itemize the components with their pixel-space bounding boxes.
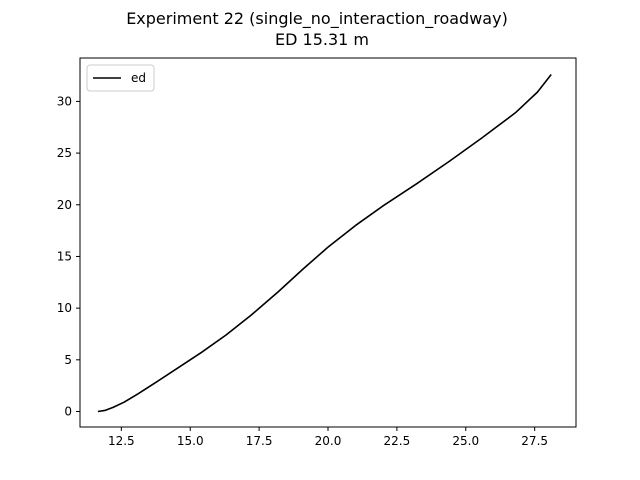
y-tick-label: 0 bbox=[64, 404, 72, 418]
y-tick-label: 25 bbox=[57, 146, 72, 160]
y-tick-label: 10 bbox=[57, 301, 72, 315]
x-tick-label: 25.0 bbox=[452, 434, 479, 448]
x-tick-label: 22.5 bbox=[384, 434, 411, 448]
x-tick-label: 12.5 bbox=[108, 434, 135, 448]
y-tick-label: 15 bbox=[57, 249, 72, 263]
x-tick-label: 20.0 bbox=[315, 434, 342, 448]
x-tick-label: 27.5 bbox=[521, 434, 548, 448]
legend-label: ed bbox=[131, 71, 146, 85]
x-tick-label: 17.5 bbox=[246, 434, 273, 448]
y-tick-label: 20 bbox=[57, 198, 72, 212]
y-tick-label: 30 bbox=[57, 94, 72, 108]
plot-area: 12.5 15.0 17.5 20.0 22.5 25.0 27.5 0 5 10 15 20 25 30… bbox=[57, 57, 577, 448]
series-line-ed bbox=[97, 74, 552, 413]
y-tick-label: 5 bbox=[64, 353, 72, 367]
chart-subtitle: ED 15.31 m bbox=[275, 30, 369, 49]
x-tick-label: 15.0 bbox=[177, 434, 204, 448]
chart-title: Experiment 22 (single_no_interaction_roa… bbox=[126, 9, 508, 29]
